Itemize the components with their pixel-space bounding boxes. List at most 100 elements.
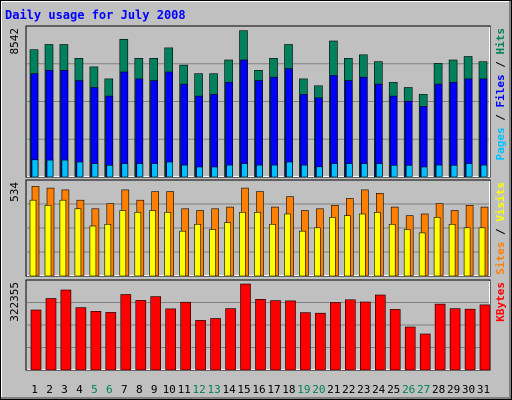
chart-title: Daily usage for July 2008 — [5, 8, 186, 22]
bar-files-day-17 — [270, 76, 278, 178]
bar-visits-day-14 — [224, 222, 231, 277]
bar-visits-day-25 — [388, 224, 396, 277]
legend-entry: / — [494, 222, 507, 242]
bar-files-day-27 — [419, 106, 428, 178]
bar-pages-day-27 — [420, 166, 428, 178]
y-max-label: 322355 — [8, 282, 21, 322]
panel-requests: 8542 Pages / Files / Hits — [8, 25, 507, 178]
legend-entry: Visits — [494, 182, 507, 222]
day-labels: 1 2 3 4 5 6 7 8 9 10 11 12 13 14 15 16 17 18 19 20 21 22 23 24 2… — [31, 383, 490, 396]
bar-pages-day-8 — [136, 163, 144, 178]
day-label-30: 30 — [462, 383, 475, 396]
bar-visits-day-3 — [59, 199, 67, 277]
bar-files-day-15 — [240, 59, 248, 178]
bar-visits-day-16 — [254, 212, 261, 277]
bar-visits-day-12 — [194, 224, 201, 277]
day-label-19: 19 — [297, 383, 310, 396]
bar-kbytes-day-22 — [344, 299, 356, 371]
bar-visits-day-31 — [478, 227, 486, 277]
bar-pages-day-14 — [226, 164, 233, 178]
bar-pages-day-20 — [316, 166, 323, 178]
bar-files-day-10 — [165, 71, 173, 178]
day-label-18: 18 — [282, 383, 295, 396]
legend-entry: Pages — [494, 127, 507, 160]
bar-files-day-20 — [315, 97, 323, 178]
bar-files-day-22 — [344, 80, 353, 178]
bar-kbytes-day-31 — [479, 304, 491, 371]
bar-visits-day-19 — [299, 230, 306, 277]
legend: Pages / Files / Hits — [494, 28, 507, 161]
bar-kbytes-day-13 — [210, 318, 221, 371]
day-label-2: 2 — [46, 383, 53, 396]
bar-kbytes-day-12 — [195, 320, 206, 371]
bar-pages-day-18 — [286, 161, 293, 178]
bar-files-day-25 — [389, 95, 398, 178]
bar-files-day-29 — [449, 82, 458, 178]
bar-kbytes-day-11 — [180, 301, 191, 371]
bar-files-day-16 — [255, 80, 263, 178]
bar-visits-day-11 — [179, 230, 186, 277]
bar-kbytes-day-9 — [150, 296, 161, 371]
day-label-24: 24 — [372, 383, 386, 396]
chart-panels: 8542 Pages / Files / Hits 534 Sites / Visit… — [8, 25, 507, 371]
bar-visits-day-27 — [418, 232, 426, 277]
bar-pages-day-23 — [360, 163, 368, 178]
day-label-28: 28 — [432, 383, 445, 396]
bar-visits-day-24 — [373, 212, 381, 277]
bar-visits-day-2 — [44, 205, 52, 277]
bar-files-day-19 — [300, 94, 308, 178]
day-label-11: 11 — [178, 383, 191, 396]
bar-files-day-11 — [180, 83, 188, 178]
bar-files-day-14 — [225, 82, 233, 178]
bar-files-day-28 — [434, 83, 443, 178]
bar-kbytes-day-23 — [359, 301, 371, 371]
bar-visits-day-20 — [314, 227, 321, 277]
bar-kbytes-day-6 — [105, 312, 117, 371]
bar-visits-day-18 — [284, 213, 291, 277]
bar-kbytes-day-7 — [120, 294, 132, 371]
bar-files-day-7 — [120, 71, 129, 178]
bar-pages-day-12 — [196, 166, 203, 178]
bar-visits-day-15 — [239, 212, 246, 277]
day-label-5: 5 — [91, 383, 98, 396]
bar-kbytes-day-30 — [464, 308, 476, 371]
legend-entry: Hits — [494, 28, 507, 55]
bar-kbytes-day-20 — [315, 312, 326, 371]
bar-pages-day-11 — [181, 164, 188, 178]
bar-pages-day-24 — [375, 163, 383, 178]
bar-files-day-23 — [359, 76, 368, 178]
bar-kbytes-day-2 — [45, 298, 57, 371]
bar-pages-day-1 — [31, 159, 39, 178]
bar-kbytes-day-14 — [225, 308, 236, 371]
panel-volume: 322355 KBytes — [8, 279, 507, 371]
bar-files-day-31 — [479, 78, 488, 178]
day-label-1: 1 — [31, 383, 38, 396]
bar-kbytes-day-18 — [285, 300, 296, 371]
day-label-27: 27 — [417, 383, 430, 396]
day-label-13: 13 — [207, 383, 220, 396]
legend: Sites / Visits — [494, 182, 507, 275]
day-label-20: 20 — [312, 383, 325, 396]
bar-visits-day-1 — [29, 199, 37, 277]
bar-pages-day-29 — [450, 165, 458, 178]
day-label-17: 17 — [267, 383, 280, 396]
day-label-31: 31 — [477, 383, 490, 396]
day-label-3: 3 — [61, 383, 68, 396]
bar-kbytes-day-15 — [240, 283, 251, 371]
day-label-6: 6 — [106, 383, 113, 396]
bar-files-day-9 — [150, 80, 158, 178]
bar-files-day-30 — [464, 78, 473, 178]
bar-kbytes-day-1 — [30, 309, 42, 371]
day-label-9: 9 — [151, 383, 158, 396]
bar-visits-day-9 — [149, 210, 156, 277]
y-max-label: 534 — [8, 182, 21, 202]
bar-visits-day-22 — [343, 215, 351, 277]
bar-files-day-12 — [195, 95, 203, 178]
bar-pages-day-30 — [465, 163, 473, 178]
legend-entry: Sites — [494, 242, 507, 275]
day-label-12: 12 — [192, 383, 205, 396]
bar-pages-day-21 — [331, 163, 338, 178]
legend-entry: Files — [494, 74, 507, 107]
bar-pages-day-17 — [271, 164, 278, 178]
